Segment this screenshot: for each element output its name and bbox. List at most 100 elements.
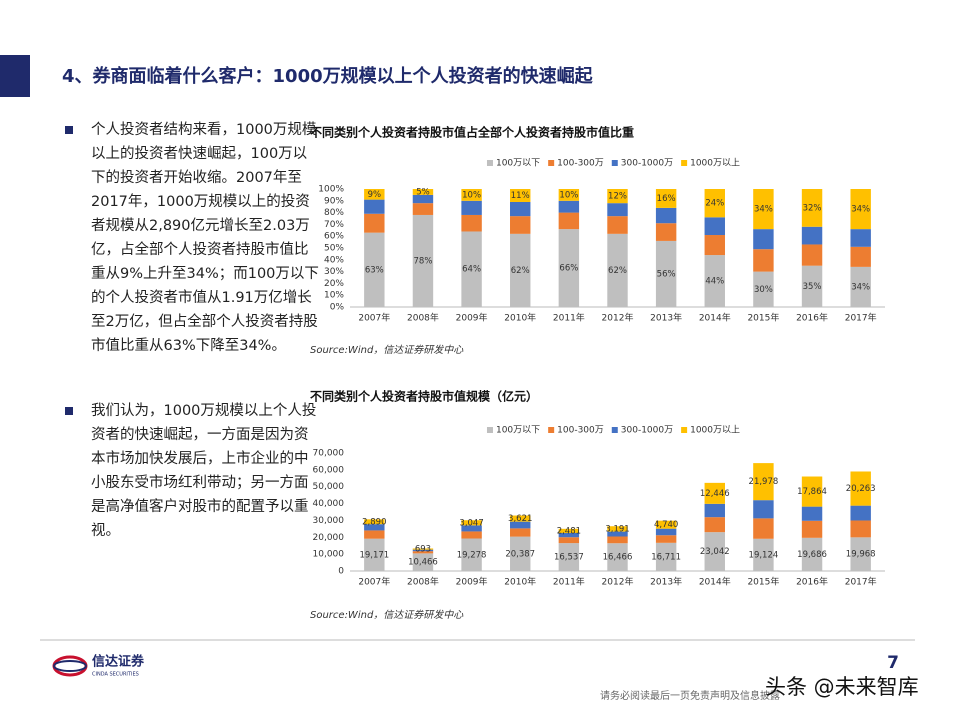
legend-label: 100-300万 bbox=[557, 159, 604, 169]
data-label: 5% bbox=[416, 187, 430, 197]
chart-title: 不同类别个人投资者持股市值规模（亿元） bbox=[310, 389, 538, 404]
bar-segment bbox=[558, 229, 580, 307]
bar-segment bbox=[655, 542, 677, 571]
y-tick-label: 80% bbox=[324, 208, 344, 218]
data-label: 35% bbox=[803, 282, 822, 292]
y-tick-label: 70,000 bbox=[313, 449, 345, 459]
logo-icon bbox=[53, 660, 87, 672]
y-tick-label: 30,000 bbox=[313, 516, 345, 526]
x-tick-label: 2016年 bbox=[796, 576, 828, 588]
bar-segment bbox=[753, 500, 774, 519]
legend-swatch bbox=[681, 427, 688, 433]
chart-source: Source:Wind，信达证券研发中心 bbox=[310, 344, 464, 356]
bar-segment bbox=[655, 535, 677, 543]
data-label: 17,864 bbox=[797, 487, 827, 497]
x-tick-label: 2010年 bbox=[504, 312, 536, 324]
y-tick-label: 90% bbox=[324, 196, 344, 206]
bar-segment bbox=[850, 189, 871, 230]
bar-segment bbox=[607, 536, 628, 544]
data-label: 34% bbox=[754, 205, 773, 215]
slide-title: 4、券商面临着什么客户：1000万规模以上个人投资者的快速崛起 bbox=[62, 65, 594, 87]
bar-segment bbox=[412, 203, 434, 215]
bar-segment bbox=[364, 538, 385, 571]
bar-segment bbox=[412, 194, 434, 204]
legend-label: 100万以下 bbox=[496, 159, 540, 169]
bar-segment bbox=[655, 207, 677, 224]
bar-segment bbox=[655, 223, 677, 241]
x-tick-label: 2007年 bbox=[358, 576, 390, 588]
x-tick-label: 2015年 bbox=[747, 576, 779, 588]
data-label: 16,537 bbox=[554, 553, 584, 563]
bar-segment bbox=[364, 189, 385, 200]
data-label: 4,740 bbox=[654, 520, 678, 530]
bar-segment bbox=[704, 217, 725, 236]
bar-segment bbox=[461, 189, 482, 201]
x-tick-label: 2012年 bbox=[602, 312, 634, 324]
data-label: 24% bbox=[705, 199, 724, 209]
data-label: 63% bbox=[365, 265, 384, 275]
legend-swatch bbox=[681, 160, 688, 166]
y-tick-label: 50% bbox=[324, 244, 344, 254]
bar-segment bbox=[607, 233, 628, 307]
x-tick-label: 2016年 bbox=[796, 312, 828, 324]
bar-segment bbox=[704, 503, 725, 518]
bar-segment bbox=[607, 203, 628, 217]
bar-segment bbox=[558, 537, 580, 544]
data-label: 34% bbox=[851, 205, 870, 215]
x-tick-label: 2012年 bbox=[602, 576, 634, 588]
logo-text: 信达证券 bbox=[92, 654, 145, 670]
bar-segment bbox=[850, 266, 871, 307]
bar-segment bbox=[850, 246, 871, 267]
bar-segment bbox=[850, 471, 871, 506]
data-label: 66% bbox=[559, 264, 578, 274]
x-tick-label: 2017年 bbox=[845, 312, 877, 324]
data-label: 21,978 bbox=[749, 477, 779, 487]
bar-segment bbox=[461, 214, 482, 232]
legend-swatch bbox=[611, 160, 618, 166]
bar-segment bbox=[412, 549, 434, 552]
y-tick-label: 20,000 bbox=[313, 533, 345, 543]
bar-segment bbox=[461, 525, 482, 532]
data-label: 12% bbox=[608, 192, 627, 202]
disclaimer: 请务必阅读最后一页免责声明及信息披露 bbox=[600, 689, 780, 702]
data-label: 78% bbox=[414, 256, 433, 266]
bar-segment bbox=[461, 531, 482, 539]
y-tick-label: 40,000 bbox=[313, 499, 345, 509]
legend-label: 100-300万 bbox=[557, 426, 604, 436]
bar-segment bbox=[704, 517, 725, 533]
bar-segment bbox=[801, 189, 823, 227]
chart-source: Source:Wind，信达证券研发中心 bbox=[310, 609, 464, 621]
data-label: 62% bbox=[608, 266, 627, 276]
legend-label: 1000万以上 bbox=[690, 425, 740, 436]
x-tick-label: 2013年 bbox=[650, 576, 682, 588]
bar-segment bbox=[607, 526, 628, 532]
x-tick-label: 2007年 bbox=[358, 312, 390, 324]
bar-segment bbox=[850, 537, 871, 571]
logo-subtext: CINDA SECURITIES bbox=[92, 672, 139, 678]
bar-segment bbox=[558, 528, 580, 534]
bar-segment bbox=[412, 189, 434, 195]
bar-segment bbox=[558, 533, 580, 538]
data-label: 44% bbox=[705, 277, 724, 287]
bar-segment bbox=[704, 255, 725, 307]
y-tick-label: 20% bbox=[324, 279, 344, 289]
y-tick-label: 60,000 bbox=[313, 465, 345, 475]
x-tick-label: 2013年 bbox=[650, 312, 682, 324]
bar-segment bbox=[850, 229, 871, 247]
data-label: 32% bbox=[803, 203, 822, 213]
bar-segment bbox=[607, 531, 628, 537]
watermark: 头条 @未来智库 bbox=[765, 675, 919, 699]
bullet-text: 个人投资者结构来看，1000万规模以上的投资者快速崛起，100万以下的投资者开始… bbox=[65, 118, 319, 358]
data-label: 10% bbox=[462, 190, 481, 200]
legend-swatch bbox=[548, 427, 555, 433]
x-tick-label: 2009年 bbox=[456, 576, 488, 588]
data-label: 693 bbox=[415, 545, 431, 555]
bar-segment bbox=[704, 189, 725, 218]
x-tick-label: 2015年 bbox=[747, 312, 779, 324]
x-tick-label: 2014年 bbox=[699, 576, 731, 588]
bar-segment bbox=[655, 189, 677, 208]
bar-segment bbox=[558, 212, 580, 230]
data-label: 3,621 bbox=[508, 514, 532, 524]
bar-segment bbox=[461, 520, 482, 526]
